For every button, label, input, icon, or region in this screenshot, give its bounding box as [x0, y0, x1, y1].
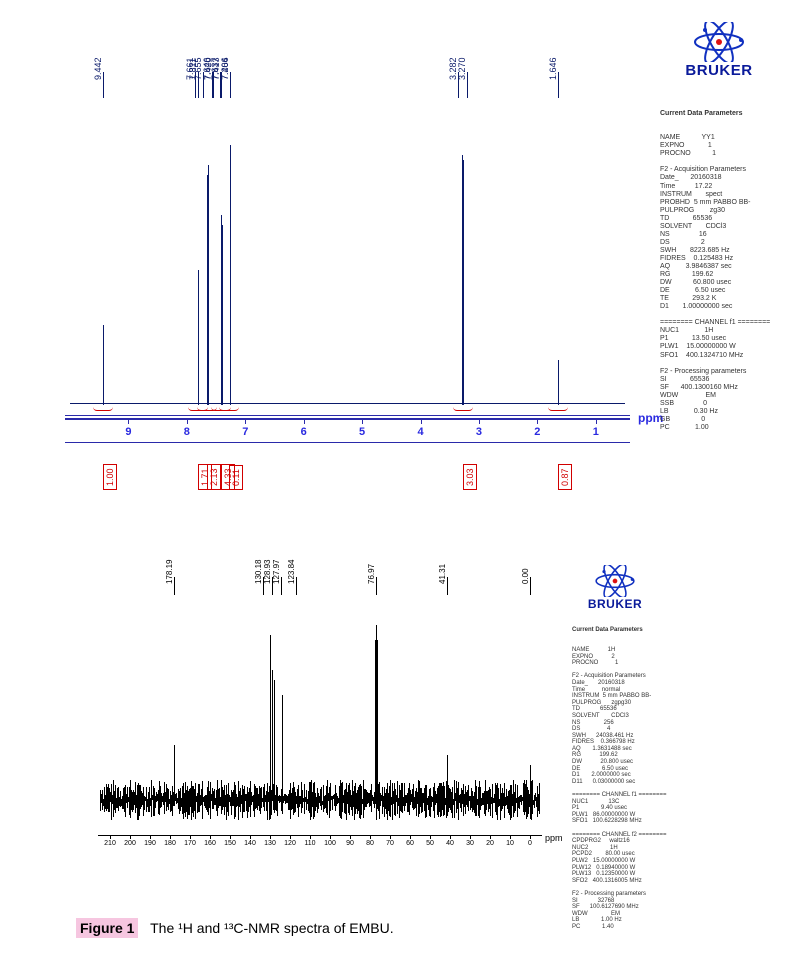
h1-peak-label: 3.270: [457, 57, 467, 80]
h1-tick-label: 8: [184, 426, 190, 438]
h1-tick-label: 9: [125, 426, 131, 438]
h1-tick-label: 5: [359, 426, 365, 438]
c13-tick-label: 20: [486, 840, 494, 847]
c13-peak-label: 130.18: [254, 560, 263, 584]
c13-peak-label: 127.97: [272, 560, 281, 584]
c13-peak: [447, 755, 448, 800]
h1-peak-label: 1.646: [548, 57, 558, 80]
h1-peak-label: 7.266: [220, 57, 230, 80]
c13-peak-label: 128.93: [263, 560, 272, 584]
c13-tick-label: 200: [124, 840, 136, 847]
c13-tick-label: 210: [104, 840, 116, 847]
h1-x-axis: [65, 418, 630, 420]
brand-text: BRUKER: [588, 597, 642, 611]
c13-peak: [282, 695, 283, 800]
c13-tick-label: 0: [528, 840, 532, 847]
c13-tick-label: 60: [406, 840, 414, 847]
h1-tick-label: 1: [593, 426, 599, 438]
h1-tick-label: 7: [242, 426, 248, 438]
c13-tick-label: 70: [386, 840, 394, 847]
c13-tick-label: 140: [244, 840, 256, 847]
h1-tick-label: 4: [417, 426, 423, 438]
c13-x-axis: [98, 835, 542, 836]
h1-peak-label: 9.442: [93, 57, 103, 80]
h1-peak: [198, 270, 199, 405]
c13-tick-label: 90: [346, 840, 354, 847]
h1-tick-label: 3: [476, 426, 482, 438]
h1-nmr-spectrum: [70, 105, 625, 405]
figure-label: Figure 1: [76, 918, 138, 938]
bruker-logo: BRUKER: [570, 565, 660, 611]
h1-peak: [558, 360, 559, 405]
c13-tick-label: 120: [284, 840, 296, 847]
c13-tick-label: 190: [144, 840, 156, 847]
c13-peak: [530, 765, 531, 800]
c13-peak: [274, 680, 275, 800]
h1-peak: [230, 145, 231, 405]
c13-peak: [270, 635, 271, 800]
h1-integral-value: 3.03: [463, 464, 477, 490]
h1-peak: [208, 170, 209, 405]
c13-tick-label: 30: [466, 840, 474, 847]
h1-integral-value: 0.87: [558, 464, 572, 490]
h1-integral-value: 0.11: [229, 465, 243, 490]
c13-tick-label: 160: [204, 840, 216, 847]
c13-noise-baseline: [100, 780, 540, 820]
c13-peak-label: 76.97: [367, 564, 376, 584]
h1-tick-label: 6: [301, 426, 307, 438]
c13-ppm-label: ppm: [545, 833, 563, 843]
c13-peak: [272, 670, 273, 800]
figure-caption: Figure 1 The ¹H and ¹³C-NMR spectra of E…: [76, 920, 394, 936]
atom-icon: [691, 22, 747, 62]
h1-peak: [463, 160, 464, 405]
c13-tick-label: 80: [366, 840, 374, 847]
c13-peak-label: 41.31: [438, 564, 447, 584]
c13-peak: [377, 640, 378, 800]
c13-tick-label: 150: [224, 840, 236, 847]
c13-peak: [174, 745, 175, 800]
c13-tick-label: 130: [264, 840, 276, 847]
c13-tick-label: 40: [446, 840, 454, 847]
h1-peak: [222, 225, 223, 405]
c13-tick-label: 180: [164, 840, 176, 847]
h1-parameters-block: Current Data Parameters NAME YY1 EXPNO 1…: [660, 94, 790, 440]
c13-peak-label: 178.19: [165, 560, 174, 584]
c13-peak-label: 0.00: [521, 568, 530, 584]
c13-tick-label: 170: [184, 840, 196, 847]
c13-tick-label: 110: [304, 840, 315, 847]
atom-icon: [593, 565, 637, 597]
brand-text: BRUKER: [685, 62, 752, 79]
h1-integral-value: 2.13: [207, 464, 221, 490]
c13-peak-label: 123.84: [287, 560, 296, 584]
h1-integral-value: 1.00: [103, 464, 117, 490]
h1-param-title: Current Data Parameters: [660, 110, 790, 118]
c13-parameters-block: Current Data Parameters NAME 1H EXPNO 2 …: [572, 614, 682, 937]
c13-tick-label: 10: [506, 840, 514, 847]
c13-tick-label: 50: [426, 840, 434, 847]
h1-peak: [103, 325, 104, 405]
h1-tick-label: 2: [534, 426, 540, 438]
figure-caption-text: The ¹H and ¹³C-NMR spectra of EMBU.: [150, 920, 394, 936]
c13-tick-label: 100: [324, 840, 336, 847]
c13-param-title: Current Data Parameters: [572, 627, 682, 634]
bruker-logo: BRUKER: [664, 22, 774, 79]
